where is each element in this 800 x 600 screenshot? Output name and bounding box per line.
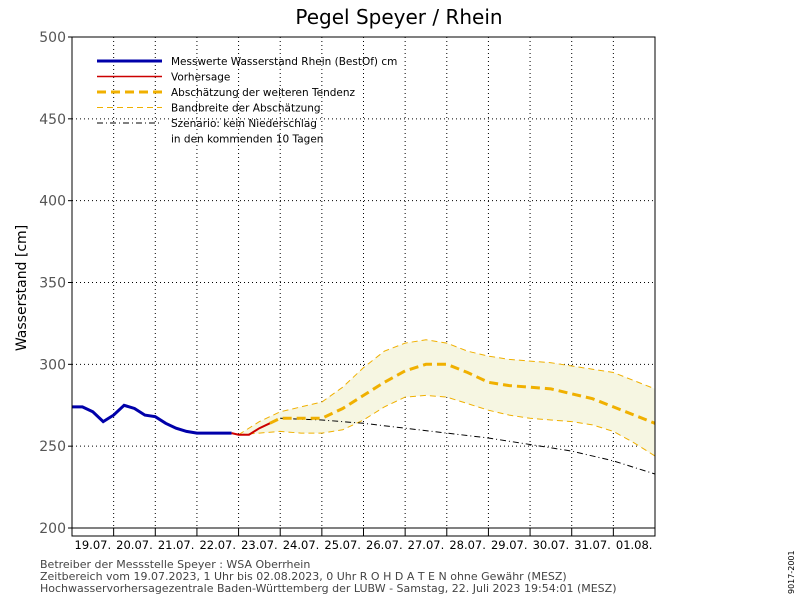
legend-label: Abschätzung der weiteren Tendenz: [171, 87, 356, 99]
series-lines: [72, 339, 656, 475]
x-tick-label: 27.07.: [408, 538, 445, 552]
x-tick-label: 26.07.: [366, 538, 403, 552]
footer-time-range: Zeitbereich vom 19.07.2023, 1 Uhr bis 02…: [40, 570, 567, 583]
y-tick-label: 350: [39, 276, 66, 292]
x-axis-ticks: 19.07. 20.07. 21.07. 22.07. 23.07. 24.07. 25.0…: [72, 527, 655, 552]
forecast-line: [231, 422, 271, 436]
legend: Messwerte Wasserstand Rhein (BestOf) cm V…: [97, 56, 397, 146]
x-tick-label: 01.08.: [616, 538, 653, 552]
y-tick-label: 250: [39, 439, 66, 455]
band-upper-line: [238, 339, 656, 436]
y-tick-label: 200: [39, 521, 66, 537]
legend-label: Vorhersage: [171, 72, 230, 84]
legend-label: Szenario: kein Niederschlag: [171, 118, 317, 130]
x-tick-label: 29.07.: [491, 538, 528, 552]
y-tick-label: 500: [39, 30, 66, 46]
grid-lines: [72, 37, 655, 528]
chart-title: Pegel Speyer / Rhein: [295, 5, 502, 29]
measured-line: [72, 403, 232, 435]
estimate-band-area: [238, 339, 655, 456]
footer-operator: Betreiber der Messstelle Speyer : WSA Ob…: [40, 558, 310, 571]
x-tick-label: 24.07.: [283, 538, 320, 552]
y-axis-label: Wasserstand [cm]: [14, 225, 30, 351]
x-tick-label: 25.07.: [324, 538, 361, 552]
estimate-band: [238, 339, 655, 456]
footer-publisher: Hochwasservorhersagezentrale Baden-Württ…: [40, 582, 617, 595]
legend-label: in den kommenden 10 Tagen: [171, 134, 323, 146]
legend-label: Messwerte Wasserstand Rhein (BestOf) cm: [171, 56, 397, 68]
x-tick-label: 23.07.: [241, 538, 278, 552]
x-tick-label: 19.07.: [75, 538, 112, 552]
x-tick-label: 20.07.: [116, 538, 153, 552]
x-tick-label: 30.07.: [533, 538, 570, 552]
y-tick-label: 400: [39, 194, 66, 210]
x-tick-label: 28.07.: [449, 538, 486, 552]
x-tick-label: 22.07.: [199, 538, 236, 552]
y-tick-label: 450: [39, 112, 66, 128]
scenario-line: [280, 417, 656, 475]
y-axis-ticks: 200 250 300 350 400 450 500: [39, 30, 72, 537]
side-code: 9017-2001: [787, 550, 796, 594]
x-tick-label: 31.07.: [574, 538, 611, 552]
y-tick-label: 300: [39, 357, 66, 373]
tendency-line: [269, 362, 656, 425]
legend-label: Bandbreite der Abschätzung: [171, 103, 321, 115]
x-tick-label: 21.07.: [158, 538, 195, 552]
